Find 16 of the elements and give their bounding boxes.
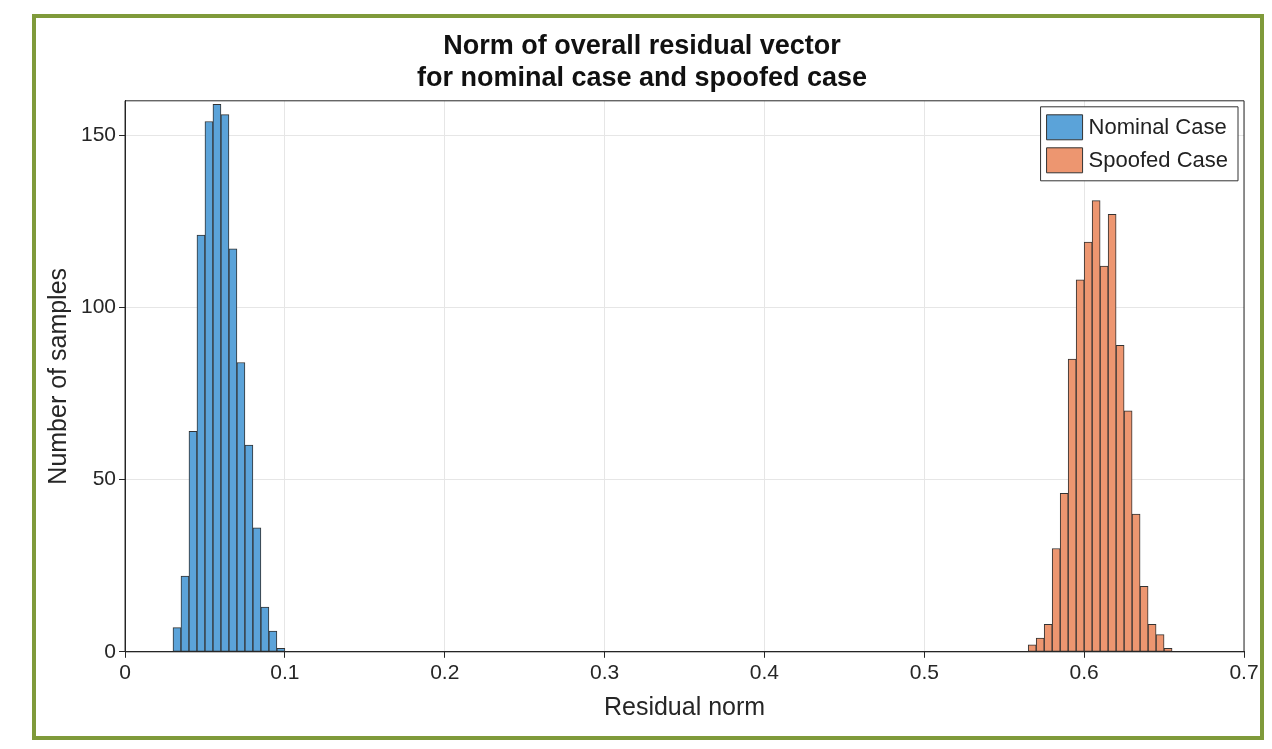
chart-title: Norm of overall residual vector for nominal case and spoofed case [416, 29, 868, 93]
legend-label: Nominal Case [1088, 113, 1227, 139]
x-tick-label: 0.5 [909, 660, 939, 684]
x-tick-label: 0.4 [749, 660, 780, 684]
y-tick-label: 150 [80, 122, 117, 146]
y-axis-title: Number of samples [42, 267, 71, 485]
x-tick-label: 0.1 [270, 660, 300, 684]
y-tick-label: 100 [80, 294, 117, 318]
legend-label: Spoofed Case [1088, 146, 1228, 172]
x-tick-label: 0.6 [1069, 660, 1099, 684]
y-tick-label: 50 [92, 466, 117, 490]
x-tick-label: 0.7 [1229, 660, 1259, 684]
x-tick-label: 0.2 [430, 660, 460, 684]
y-tick-label: 0 [104, 638, 117, 662]
x-axis-title: Residual norm [603, 691, 766, 720]
x-tick-label: 0.3 [589, 660, 620, 684]
